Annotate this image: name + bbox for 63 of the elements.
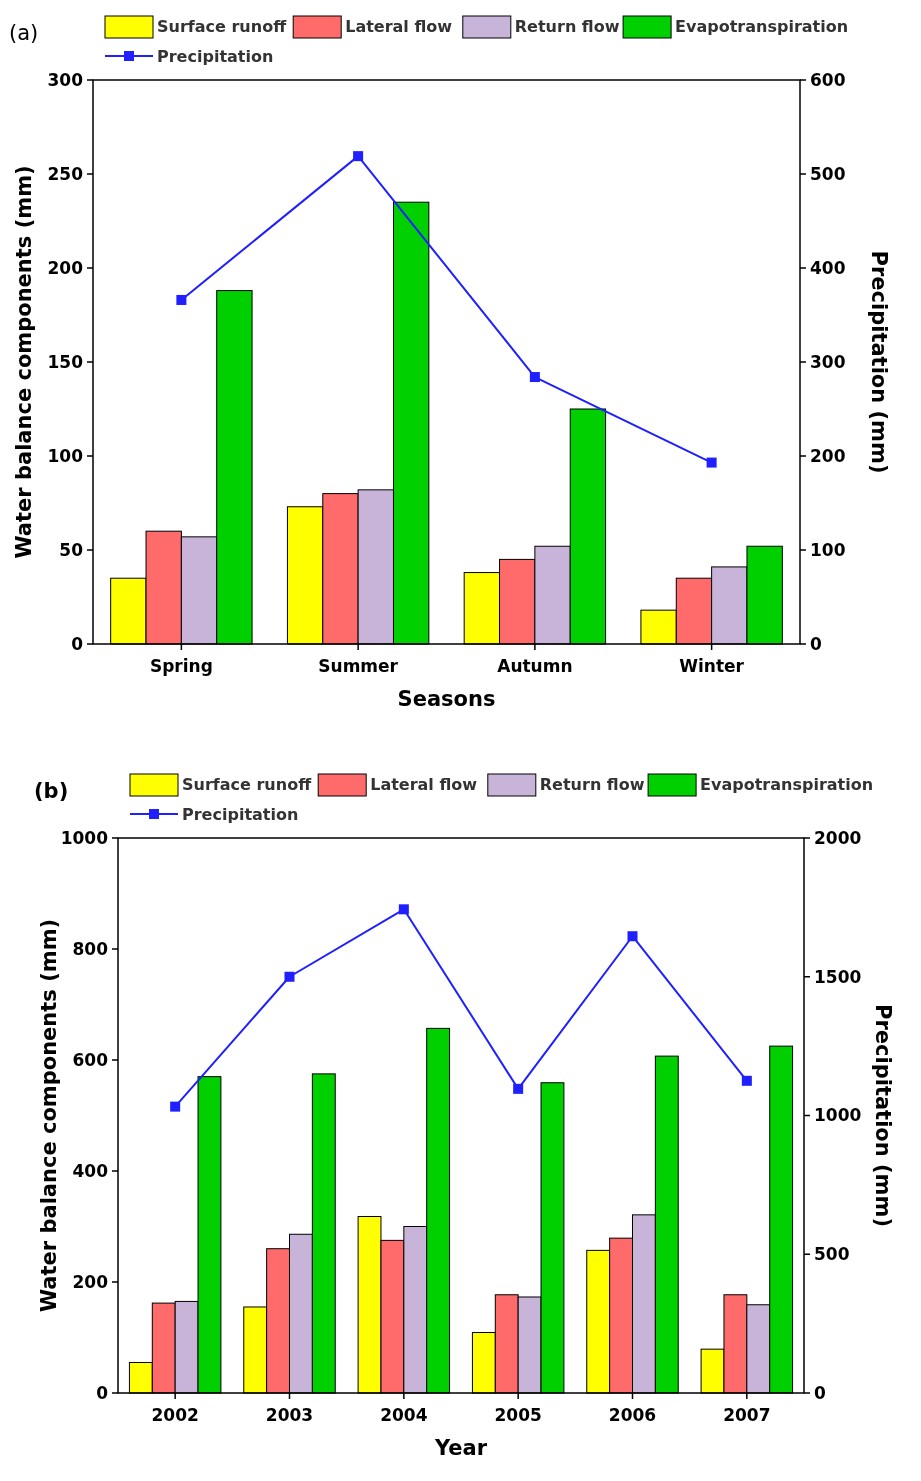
point [176,294,187,305]
legend-label: Lateral flow [370,775,478,794]
y-tick-label: 400 [72,1160,109,1181]
y2-tick-label: 500 [814,1244,850,1265]
legend-label: Return flow [514,17,620,36]
x-tick-label: Spring [149,656,213,676]
y2-tick-label: 0 [814,1382,826,1403]
y-tick-label: 600 [72,1049,109,1070]
point [170,1101,181,1112]
y-tick-label: 1000 [60,827,109,848]
x-tick-label: Autumn [497,656,573,676]
x-tick-label: 2005 [494,1405,542,1425]
x-tick-label: 2003 [265,1405,314,1425]
point [284,971,295,982]
legend-label: Surface runoff [157,17,288,36]
y2-tick-label: 1000 [814,1105,862,1126]
legend-label: Return flow [539,775,645,794]
y2-tick-label: 2000 [814,827,862,848]
y-axis-title: Water balance components (mm) [12,165,36,559]
legend-label: Precipitation [182,805,299,824]
x-axis-title: Seasons [397,687,496,711]
chart-title: (b) [34,779,69,803]
point [741,1075,752,1086]
legend-label: Precipitation [157,47,274,66]
y-tick-label: 0 [96,1382,109,1403]
x-tick-label: Winter [679,656,745,676]
x-tick-label: 2004 [380,1405,428,1425]
y2-axis-title: Precipitation (mm) [871,1004,895,1227]
point [627,931,638,942]
x-tick-label: 2007 [723,1405,771,1425]
y-tick-label: 800 [72,938,109,959]
x-axis-title: Year [433,1436,488,1460]
y2-tick-label: 0 [810,633,822,654]
y2-tick-label: 400 [810,257,846,278]
chart-title: (a) [9,21,39,45]
legend-label: Surface runoff [182,775,313,794]
y-axis-title: Water balance components (mm) [37,918,61,1313]
y2-tick-label: 500 [810,163,846,184]
x-tick-label: Summer [318,656,399,676]
legend-label: Lateral flow [345,17,453,36]
x-tick-label: 2002 [151,1405,199,1425]
y2-tick-label: 300 [810,351,846,372]
y-tick-label: 150 [47,351,84,372]
y-tick-label: 50 [59,539,84,560]
point [529,372,540,383]
legend-label: Evapotranspiration [675,17,849,36]
y2-tick-label: 200 [810,445,846,466]
y2-tick-label: 100 [810,539,846,560]
y-tick-label: 0 [71,633,84,654]
y-tick-label: 300 [47,69,84,90]
point [353,151,364,162]
point [706,457,717,468]
y-tick-label: 100 [47,445,84,466]
y-tick-label: 250 [47,163,84,184]
y2-tick-label: 1500 [814,966,862,987]
x-tick-label: 2006 [608,1405,657,1425]
legend-label: Evapotranspiration [700,775,874,794]
point [513,1083,524,1094]
y-tick-label: 200 [72,1271,109,1292]
point [398,904,409,915]
y-tick-label: 200 [47,257,84,278]
y2-axis-title: Precipitation (mm) [867,250,891,474]
y2-tick-label: 600 [810,69,846,90]
